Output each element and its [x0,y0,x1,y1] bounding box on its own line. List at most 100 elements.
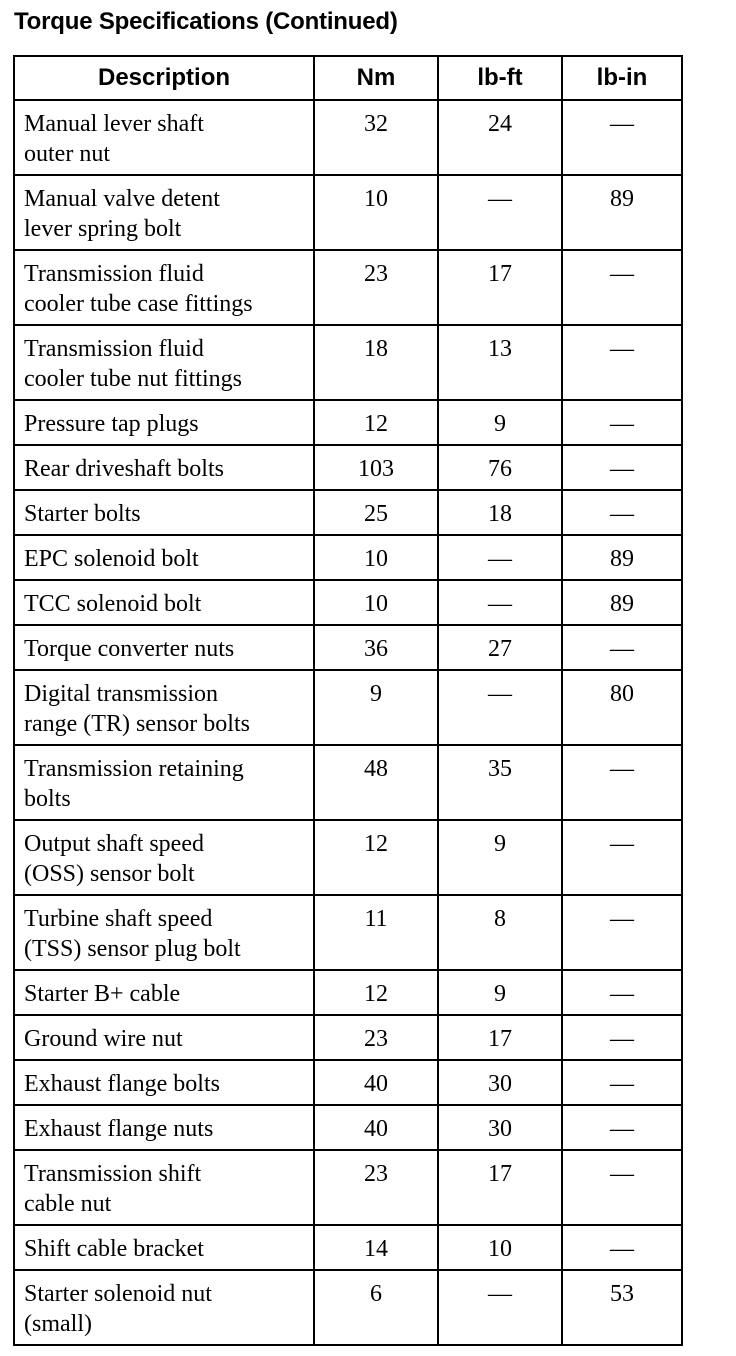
page-title: Torque Specifications (Continued) [14,8,398,35]
nm-cell: 12 [313,969,439,1016]
lbin-cell: — [561,1059,683,1106]
column-header-lbin: lb-in [561,55,683,101]
description-cell: Ground wire nut [13,1014,315,1061]
lbin-cell: — [561,1014,683,1061]
lbft-cell: 10 [437,1224,563,1271]
table-row: Exhaust flange nuts 40 30— [13,1104,683,1151]
lbin-cell: — [561,969,683,1016]
description-line: Transmission shift [24,1161,202,1187]
description-line: cooler tube case fittings [24,291,253,317]
lbin-cell: — [561,1224,683,1271]
description-cell: Starter B+ cable [13,969,315,1016]
table-row: Digital transmission range (TR) sensor bo… [13,669,683,746]
table-row: Output shaft speed (OSS) sensor bolt 12 9— [13,819,683,896]
table-row: Manual valve detent lever spring bolt 10—8… [13,174,683,251]
description-line: (OSS) sensor bolt [24,861,195,887]
description-line: Starter B+ cable [24,981,181,1007]
lbin-cell: — [561,894,683,971]
table-row: Ground wire nut 23 17— [13,1014,683,1061]
description-cell: Exhaust flange bolts [13,1059,315,1106]
column-header-description: Description [13,55,315,101]
description-line: cable nut [24,1191,112,1217]
lbin-cell: — [561,819,683,896]
table-body: Manual lever shaft outer nut 32 24— Manual v… [13,99,683,1346]
lbft-cell: — [437,579,563,626]
table-row: EPC solenoid bolt 10—89 [13,534,683,581]
table-row: Rear driveshaft bolts 103 76— [13,444,683,491]
nm-cell: 23 [313,1014,439,1061]
description-line: Starter bolts [24,501,141,527]
description-cell: Torque converter nuts [13,624,315,671]
description-line: lever spring bolt [24,216,182,242]
lbft-cell: — [437,534,563,581]
lbft-cell: 17 [437,1014,563,1061]
nm-cell: 23 [313,249,439,326]
description-cell: TCC solenoid bolt [13,579,315,626]
description-line: Ground wire nut [24,1026,183,1052]
description-line: Transmission fluid [24,336,204,362]
table-row: Transmission shift cable nut 23 17— [13,1149,683,1226]
description-line: cooler tube nut fittings [24,366,242,392]
description-line: bolts [24,786,71,812]
lbft-cell: 35 [437,744,563,821]
lbin-cell: — [561,99,683,176]
table-row: Transmission retaining bolts 48 35— [13,744,683,821]
description-cell: Transmission shift cable nut [13,1149,315,1226]
description-line: Rear driveshaft bolts [24,456,224,482]
column-header-lbft: lb-ft [437,55,563,101]
table-row: Transmission fluid cooler tube case fitti… [13,249,683,326]
nm-cell: 103 [313,444,439,491]
table-row: Turbine shaft speed (TSS) sensor plug bol… [13,894,683,971]
lbin-cell: 80 [561,669,683,746]
nm-cell: 48 [313,744,439,821]
description-line: Shift cable bracket [24,1236,204,1262]
description-line: Manual valve detent [24,186,220,212]
lbft-cell: 24 [437,99,563,176]
lbin-cell: — [561,489,683,536]
lbft-cell: 18 [437,489,563,536]
description-cell: Starter solenoid nut (small) [13,1269,315,1346]
nm-cell: 23 [313,1149,439,1226]
lbft-cell: 9 [437,819,563,896]
description-line: Starter solenoid nut [24,1281,212,1307]
description-cell: Manual lever shaft outer nut [13,99,315,176]
torque-spec-table: Description Nm lb-ft lb-in Manual lever … [13,55,683,1346]
nm-cell: 11 [313,894,439,971]
description-cell: Output shaft speed (OSS) sensor bolt [13,819,315,896]
lbft-cell: 17 [437,249,563,326]
description-line: EPC solenoid bolt [24,546,199,572]
lbft-cell: 30 [437,1059,563,1106]
lbin-cell: — [561,1104,683,1151]
lbin-cell: — [561,624,683,671]
description-line: Turbine shaft speed [24,906,213,932]
lbin-cell: — [561,444,683,491]
lbft-cell: 30 [437,1104,563,1151]
lbft-cell: — [437,669,563,746]
table-row: Starter B+ cable 12 9— [13,969,683,1016]
lbin-cell: 89 [561,534,683,581]
nm-cell: 9 [313,669,439,746]
nm-cell: 12 [313,819,439,896]
nm-cell: 32 [313,99,439,176]
table-row: Transmission fluid cooler tube nut fittin… [13,324,683,401]
table-row: Starter solenoid nut (small) 6—53 [13,1269,683,1346]
lbin-cell: 89 [561,579,683,626]
nm-cell: 40 [313,1104,439,1151]
nm-cell: 40 [313,1059,439,1106]
lbft-cell: 13 [437,324,563,401]
description-cell: Exhaust flange nuts [13,1104,315,1151]
description-line: Exhaust flange nuts [24,1116,214,1142]
table-row: TCC solenoid bolt 10—89 [13,579,683,626]
table-row: Shift cable bracket 14 10— [13,1224,683,1271]
description-line: TCC solenoid bolt [24,591,202,617]
description-line: Digital transmission [24,681,218,707]
description-cell: Pressure tap plugs [13,399,315,446]
table-row: Torque converter nuts 36 27— [13,624,683,671]
lbin-cell: — [561,324,683,401]
nm-cell: 18 [313,324,439,401]
lbft-cell: — [437,174,563,251]
nm-cell: 10 [313,174,439,251]
lbft-cell: 8 [437,894,563,971]
description-cell: Rear driveshaft bolts [13,444,315,491]
description-line: (small) [24,1311,92,1337]
